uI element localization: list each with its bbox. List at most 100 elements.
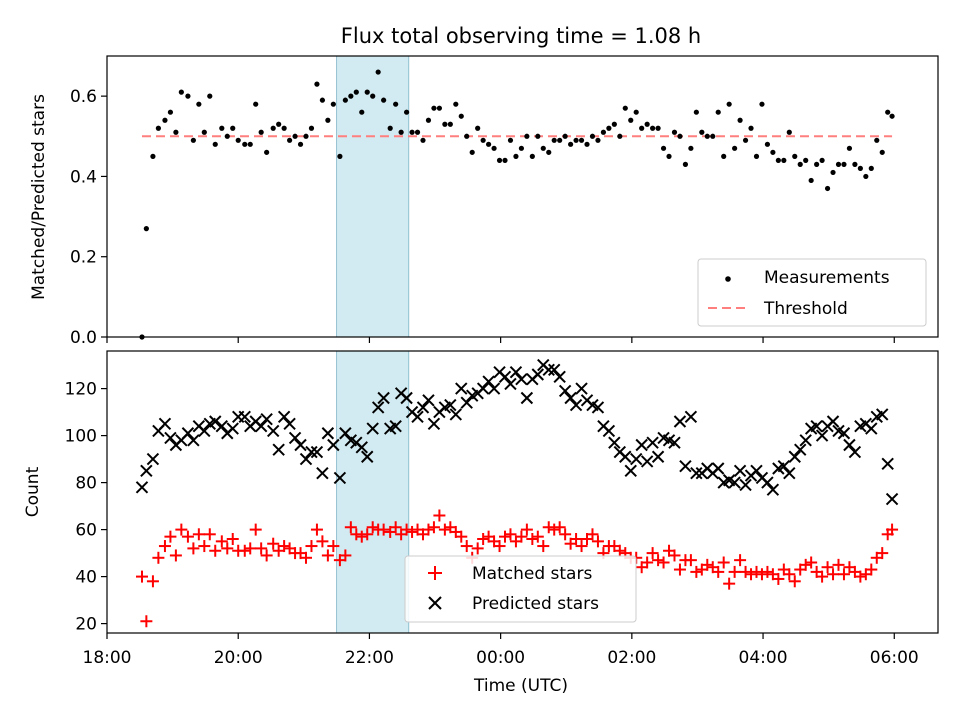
matched-star-point <box>799 558 812 571</box>
measurement-point <box>633 109 639 115</box>
measurement-point <box>276 121 282 127</box>
measurement-point <box>540 145 546 151</box>
measurement-point <box>889 113 895 119</box>
predicted-star-point <box>569 398 583 412</box>
predicted-star-point <box>640 455 654 468</box>
measurement-point <box>562 133 568 139</box>
predicted-star-point <box>422 394 435 407</box>
measurement-point <box>666 153 672 159</box>
matched-star-point <box>209 544 222 557</box>
measurement-point <box>502 157 508 163</box>
measurement-point <box>835 161 842 167</box>
bottom-shaded-region <box>336 350 410 634</box>
predicted-star-point <box>548 363 561 377</box>
matched-star-point <box>712 565 725 578</box>
measurement-point <box>393 101 399 107</box>
matched-star-point <box>876 547 889 560</box>
matched-star-point <box>344 521 357 534</box>
measurement-point <box>491 145 497 151</box>
matched-star-point <box>192 528 205 541</box>
matched-star-point <box>321 549 334 562</box>
matched-star-point <box>316 535 329 548</box>
matched-star-point <box>477 533 490 545</box>
predicted-star-point <box>766 483 780 496</box>
measurement-point <box>660 145 667 151</box>
x-tick-label: 20:00 <box>214 648 263 668</box>
matched-star-point <box>226 533 239 545</box>
measurement-point <box>682 161 689 167</box>
predicted-star-point <box>602 424 616 438</box>
measurement-point <box>330 101 336 107</box>
matched-star-point <box>553 521 566 534</box>
predicted-star-point <box>389 419 402 433</box>
measurement-point <box>557 137 563 143</box>
predicted-star-point <box>624 464 637 478</box>
predicted-star-point <box>449 408 463 421</box>
measurement-point <box>824 185 831 192</box>
measurement-point <box>348 93 354 99</box>
predicted-star-point <box>761 476 774 489</box>
predicted-stars-points <box>135 358 899 506</box>
x-tick-label: 06:00 <box>870 648 919 668</box>
measurement-point <box>409 129 415 135</box>
predicted-star-point <box>646 436 659 449</box>
matched-star-point <box>783 568 796 581</box>
measurement-point <box>524 133 530 139</box>
predicted-star-point <box>482 375 495 388</box>
measurement-point <box>628 117 634 123</box>
matched-star-point <box>531 530 544 543</box>
predicted-star-point <box>542 363 555 377</box>
measurement-point <box>600 129 607 135</box>
measurement-point <box>337 153 343 159</box>
measurement-point <box>726 101 732 107</box>
matched-star-point <box>717 556 730 569</box>
matched-star-point <box>135 570 148 583</box>
predicted-star-point <box>865 422 878 435</box>
measurement-point <box>442 121 448 127</box>
measurement-point <box>381 97 387 103</box>
matched-star-point <box>515 530 528 543</box>
measurement-point <box>387 125 393 131</box>
measurement-point <box>803 157 809 163</box>
measurement-point <box>737 117 743 123</box>
measurement-point <box>759 101 765 107</box>
predicted-star-point <box>690 466 703 480</box>
matched-star-point <box>140 615 153 628</box>
matched-star-point <box>701 558 714 571</box>
matched-star-point <box>493 540 506 553</box>
matched-star-point <box>164 530 177 543</box>
y-tick-label: 100 <box>65 427 97 447</box>
measurement-point <box>486 141 492 147</box>
measurement-point <box>868 165 874 171</box>
measurement-point <box>830 169 836 176</box>
predicted-star-point <box>712 462 725 475</box>
predicted-star-point <box>777 459 791 473</box>
measurement-point <box>688 145 694 151</box>
measurement-point <box>513 153 519 159</box>
measurement-point <box>303 133 309 139</box>
x-axis-label: Time (UTC) <box>473 676 568 696</box>
measurement-point <box>573 137 579 143</box>
matched-star-point <box>723 577 736 590</box>
predicted-star-point <box>668 436 681 449</box>
predicted-star-point <box>146 452 160 466</box>
matched-star-point <box>734 554 747 567</box>
predicted-star-point <box>283 417 296 431</box>
matched-star-point <box>310 523 323 536</box>
matched-star-point <box>646 547 659 560</box>
measurement-point <box>819 157 825 163</box>
matched-star-point <box>215 535 228 548</box>
matched-star-point <box>433 509 446 522</box>
top-x-ticks <box>106 337 895 343</box>
predicted-star-point <box>339 427 352 440</box>
predicted-star-point <box>783 466 796 480</box>
measurement-point <box>781 157 787 163</box>
measurement-point <box>671 129 678 135</box>
matched-star-point <box>684 554 697 567</box>
matched-star-point <box>755 568 768 581</box>
matched-star-point <box>591 535 604 548</box>
matched-star-point <box>673 563 686 576</box>
measurement-point <box>770 149 776 155</box>
measurement-point <box>150 153 156 159</box>
predicted-star-point <box>260 412 273 426</box>
